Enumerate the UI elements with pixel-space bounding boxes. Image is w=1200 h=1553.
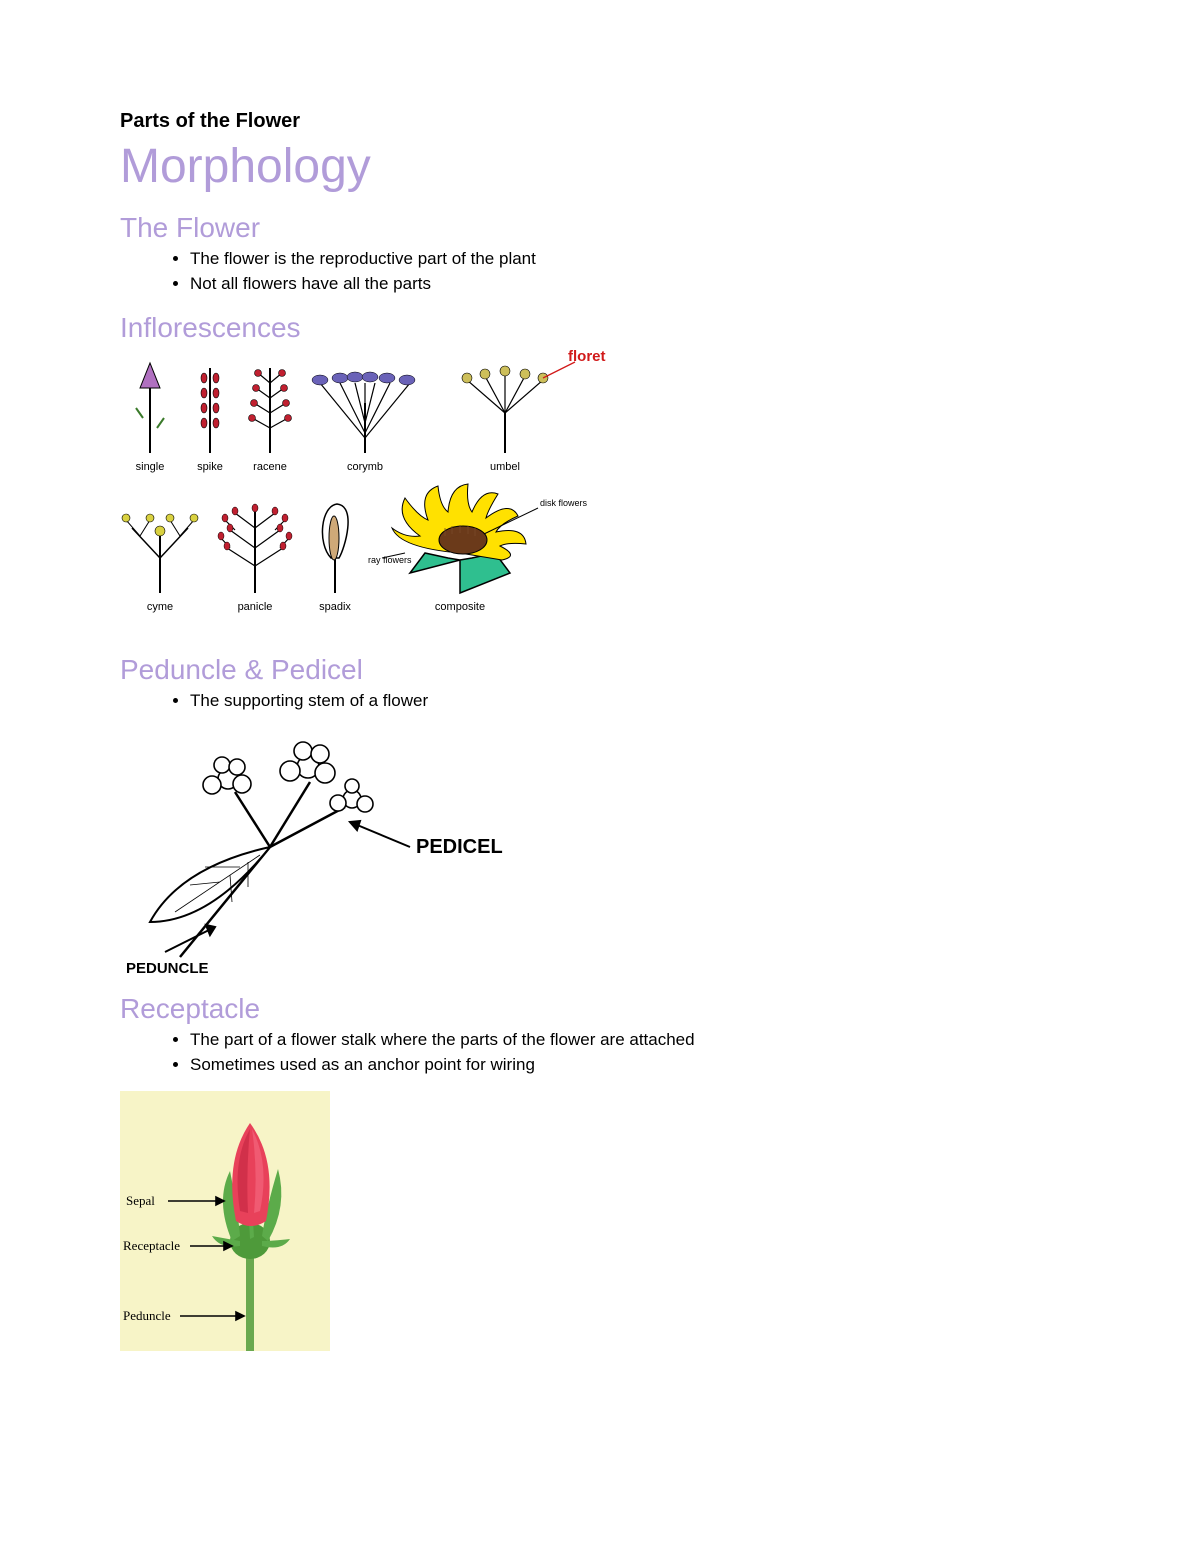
section-heading-receptacle: Receptacle [120,993,1080,1025]
list-item: The part of a flower stalk where the par… [190,1029,1080,1052]
caption-spike: spike [197,461,223,473]
caption-racene: racene [253,461,287,473]
caption-single: single [136,461,165,473]
inflorescences-diagram: floret single spike racene corymb umbel [120,348,660,638]
disk-flowers-label: disk flowers [540,498,588,508]
section-heading-flower: The Flower [120,212,1080,244]
section-heading-inflorescences: Inflorescences [120,312,1080,344]
document-title: Parts of the Flower [120,110,1080,133]
caption-composite: composite [435,601,485,613]
receptacle-bullets: The part of a flower stalk where the par… [120,1029,1080,1077]
page-heading: Morphology [120,139,1080,194]
ray-flowers-label: ray flowers [368,555,412,565]
receptacle-label: Receptacle [123,1238,180,1253]
pedicel-label: PEDICEL [416,836,503,858]
list-item: The supporting stem of a flower [190,690,1080,713]
caption-panicle: panicle [238,601,273,613]
list-item: Sometimes used as an anchor point for wi… [190,1054,1080,1077]
receptacle-diagram: Sepal Receptacle Peduncle [120,1091,330,1351]
flower-bullets: The flower is the reproductive part of t… [120,248,1080,296]
peduncle-label: PEDUNCLE [126,960,209,977]
caption-umbel: umbel [490,461,520,473]
peduncle-label-2: Peduncle [123,1308,171,1323]
caption-corymb: corymb [347,461,383,473]
list-item: The flower is the reproductive part of t… [190,248,1080,271]
peduncle-diagram: PEDICEL PEDUNCLE [120,727,540,977]
sepal-label: Sepal [126,1193,155,1208]
list-item: Not all flowers have all the parts [190,273,1080,296]
caption-spadix: spadix [319,601,351,613]
peduncle-bullets: The supporting stem of a flower [120,690,1080,713]
floret-label: floret [568,348,606,365]
section-heading-peduncle: Peduncle & Pedicel [120,654,1080,686]
caption-cyme: cyme [147,601,173,613]
